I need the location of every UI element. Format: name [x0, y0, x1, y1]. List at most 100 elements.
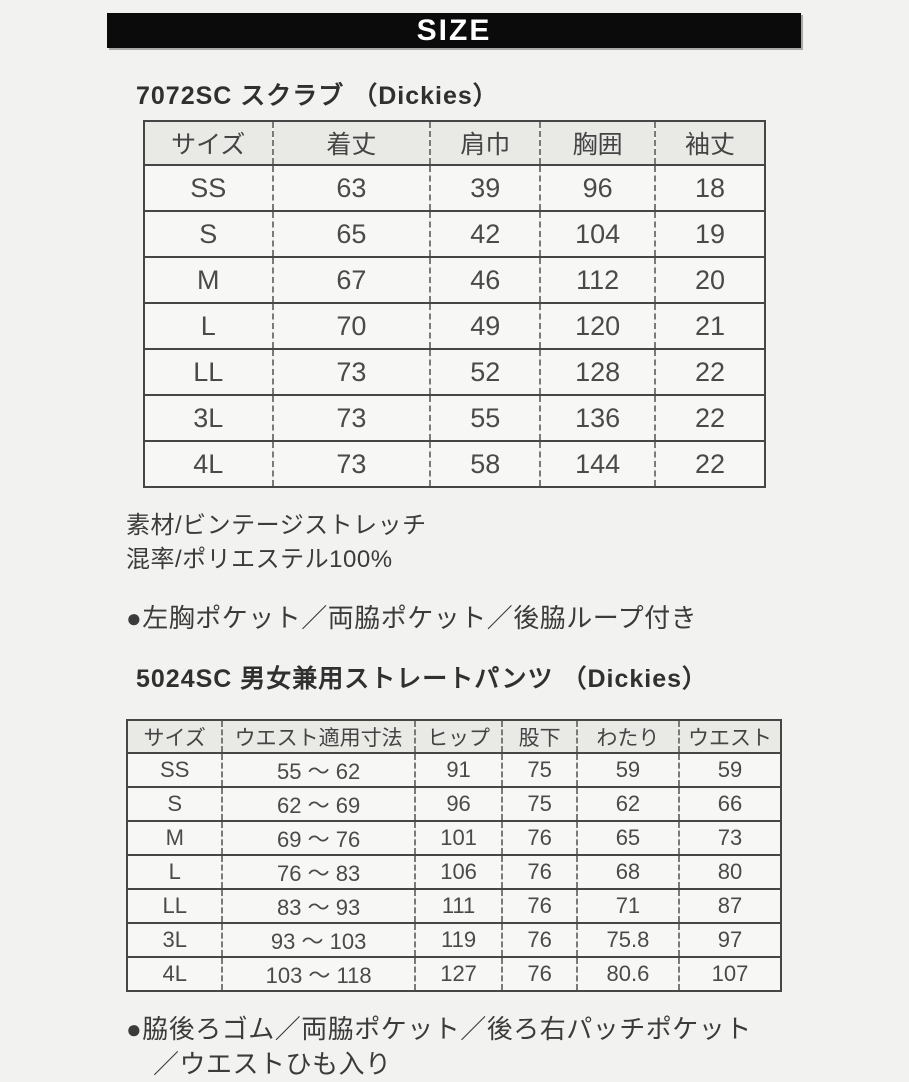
measurement-cell: 127 [413, 957, 503, 991]
measurement-cell: 119 [413, 923, 503, 957]
table-row: 3L 93 ～ 103 119 76 75.8 97 [127, 923, 781, 957]
measurement-cell: 62 ～ 69 [221, 787, 415, 821]
size-label-cell: S [144, 211, 273, 257]
size-label-cell: S [127, 787, 223, 821]
table-row: SS 63 39 96 18 [144, 165, 765, 211]
size-label-cell: L [144, 303, 273, 349]
measurement-cell: 22 [654, 441, 765, 487]
measurement-cell: 76 [501, 821, 577, 855]
size-label-cell: SS [144, 165, 273, 211]
measurement-cell: 22 [654, 395, 765, 441]
table-row: M 69 ～ 76 101 76 65 73 [127, 821, 781, 855]
measurement-cell: 80.6 [575, 957, 679, 991]
measurement-cell: 103 ～ 118 [221, 957, 415, 991]
material-notes: 素材/ビンテージストレッチ 混率/ポリエステル100% [126, 509, 427, 577]
table-row: LL 73 52 128 22 [144, 349, 765, 395]
measurement-cell: 91 [413, 753, 503, 787]
measurement-cell: 58 [429, 441, 541, 487]
measurement-cell: 75.8 [575, 923, 679, 957]
measurement-cell: 73 [271, 395, 431, 441]
table-row: S 62 ～ 69 96 75 62 66 [127, 787, 781, 821]
measurement-cell: 97 [677, 923, 781, 957]
measurement-cell: 120 [539, 303, 656, 349]
measurement-cell: 107 [677, 957, 781, 991]
pants-product-title: 5024SC 男女兼用ストレートパンツ （Dickies） [136, 665, 709, 693]
measurement-cell: 75 [501, 753, 577, 787]
table-row: 3L 73 55 136 22 [144, 395, 765, 441]
measurement-cell: 104 [539, 211, 656, 257]
size-label-cell: M [127, 821, 223, 855]
measurement-cell: 73 [677, 821, 781, 855]
column-header: サイズ [127, 720, 223, 753]
size-label-cell: L [127, 855, 223, 889]
column-header: 袖丈 [654, 121, 765, 165]
measurement-cell: 55 ～ 62 [221, 753, 415, 787]
measurement-cell: 18 [654, 165, 765, 211]
table-header-row: サイズ ウエスト適用寸法 ヒップ 股下 わたり ウエスト [127, 720, 781, 753]
measurement-cell: 73 [271, 441, 431, 487]
measurement-cell: 144 [539, 441, 656, 487]
measurement-cell: 76 [501, 855, 577, 889]
measurement-cell: 42 [429, 211, 541, 257]
table-header-row: サイズ 着丈 肩巾 胸囲 袖丈 [144, 121, 765, 165]
measurement-cell: 69 ～ 76 [221, 821, 415, 855]
size-label-cell: 3L [127, 923, 223, 957]
measurement-cell: 136 [539, 395, 656, 441]
column-header: わたり [575, 720, 679, 753]
size-label-cell: 4L [127, 957, 223, 991]
column-header: ヒップ [413, 720, 503, 753]
measurement-cell: 112 [539, 257, 656, 303]
measurement-cell: 80 [677, 855, 781, 889]
scrub-product-title: 7072SC スクラブ （Dickies） [136, 82, 499, 110]
column-header: 股下 [501, 720, 577, 753]
measurement-cell: 59 [575, 753, 679, 787]
column-header: サイズ [144, 121, 273, 165]
column-header: 肩巾 [429, 121, 541, 165]
size-label-cell: 4L [144, 441, 273, 487]
measurement-cell: 46 [429, 257, 541, 303]
measurement-cell: 73 [271, 349, 431, 395]
measurement-cell: 106 [413, 855, 503, 889]
measurement-cell: 39 [429, 165, 541, 211]
size-label-cell: LL [127, 889, 223, 923]
measurement-cell: 59 [677, 753, 781, 787]
pants-features-line2: ／ウエストひも入り [153, 1049, 392, 1079]
table-row: M 67 46 112 20 [144, 257, 765, 303]
measurement-cell: 49 [429, 303, 541, 349]
size-banner: SIZE [107, 13, 801, 48]
measurement-cell: 76 ～ 83 [221, 855, 415, 889]
table-row: S 65 42 104 19 [144, 211, 765, 257]
measurement-cell: 67 [271, 257, 431, 303]
size-label-cell: M [144, 257, 273, 303]
measurement-cell: 52 [429, 349, 541, 395]
measurement-cell: 75 [501, 787, 577, 821]
measurement-cell: 65 [271, 211, 431, 257]
column-header: ウエスト [677, 720, 781, 753]
measurement-cell: 101 [413, 821, 503, 855]
measurement-cell: 76 [501, 957, 577, 991]
pants-features-line1: ●脇後ろゴム／両脇ポケット／後ろ右パッチポケット [126, 1014, 752, 1044]
measurement-cell: 19 [654, 211, 765, 257]
measurement-cell: 68 [575, 855, 679, 889]
measurement-cell: 96 [539, 165, 656, 211]
scrub-features-note: ●左胸ポケット／両脇ポケット／後脇ループ付き [126, 603, 698, 633]
measurement-cell: 21 [654, 303, 765, 349]
size-label-cell: SS [127, 753, 223, 787]
pants-size-table: サイズ ウエスト適用寸法 ヒップ 股下 わたり ウエスト SS 55 ～ 62 91 75 59 59… [126, 719, 782, 992]
table-row: L 70 49 120 21 [144, 303, 765, 349]
composition-note: 混率/ポリエステル100% [126, 546, 393, 573]
measurement-cell: 83 ～ 93 [221, 889, 415, 923]
material-note: 素材/ビンテージストレッチ [126, 512, 427, 539]
scrub-size-table: サイズ 着丈 肩巾 胸囲 袖丈 SS 63 39 96 18 S 65 42 104 19 M 67 46 112 2… [143, 120, 766, 488]
measurement-cell: 87 [677, 889, 781, 923]
measurement-cell: 71 [575, 889, 679, 923]
table-row: 4L 103 ～ 118 127 76 80.6 107 [127, 957, 781, 991]
pants-features-note: ●脇後ろゴム／両脇ポケット／後ろ右パッチポケット ／ウエストひも入り [126, 1012, 752, 1082]
column-header: 着丈 [271, 121, 431, 165]
measurement-cell: 70 [271, 303, 431, 349]
size-label-cell: 3L [144, 395, 273, 441]
table-row: SS 55 ～ 62 91 75 59 59 [127, 753, 781, 787]
table-row: L 76 ～ 83 106 76 68 80 [127, 855, 781, 889]
measurement-cell: 63 [271, 165, 431, 211]
measurement-cell: 66 [677, 787, 781, 821]
